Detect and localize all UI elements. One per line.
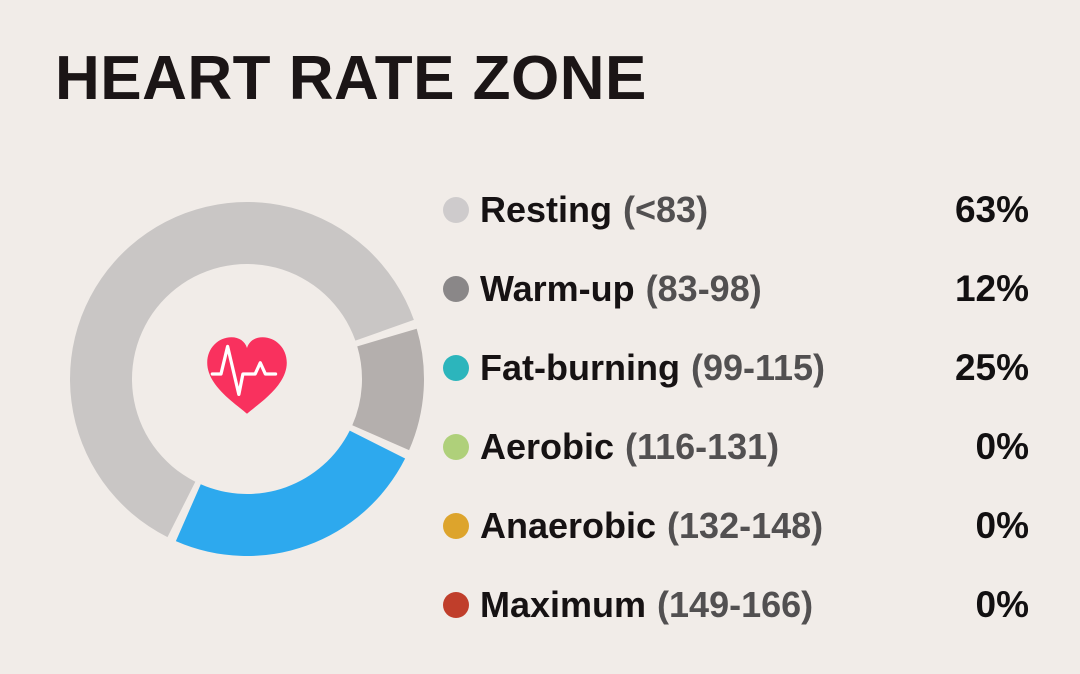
legend-row-warm-up: Warm-up (83-98) 12% (443, 268, 1029, 309)
zone-range: (83-98) (645, 268, 762, 309)
pulse-line-icon (210, 345, 278, 397)
zone-legend: Resting (<83) 63% Warm-up (83-98) 12% Fa… (443, 189, 1029, 625)
legend-row-fat-burning: Fat-burning (99-115) 25% (443, 347, 1029, 388)
legend-row-aerobic: Aerobic (116-131) 0% (443, 426, 1029, 467)
zone-percent: 0% (975, 584, 1029, 625)
zone-color-dot (443, 592, 469, 618)
heart-rate-donut-chart (67, 199, 427, 559)
zone-color-dot (443, 276, 469, 302)
donut-rings (70, 202, 424, 556)
donut-segment-warm-up (352, 328, 424, 451)
zone-range: (149-166) (657, 584, 814, 625)
donut-segment-fat-burning (175, 430, 406, 556)
zone-range: (99-115) (690, 347, 826, 388)
zone-label: Fat-burning (480, 347, 680, 388)
legend-row-resting: Resting (<83) 63% (443, 189, 1029, 230)
zone-color-dot (443, 513, 469, 539)
zone-percent: 0% (975, 426, 1029, 467)
legend-row-maximum: Maximum (149-166) 0% (443, 584, 1029, 625)
zone-color-dot (443, 197, 469, 223)
zone-percent: 25% (954, 347, 1029, 388)
page-title: HEART RATE ZONE (55, 44, 647, 113)
zone-label: Maximum (480, 584, 647, 625)
zone-percent: 0% (975, 505, 1029, 546)
zone-label: Aerobic (480, 426, 615, 467)
zone-label: Anaerobic (480, 505, 657, 546)
zone-label: Warm-up (480, 268, 635, 309)
zone-percent: 12% (954, 268, 1029, 309)
donut-segment-resting (70, 202, 414, 538)
zone-range: (116-131) (625, 426, 780, 467)
zone-range: (132-148) (667, 505, 824, 546)
heart-pulse-icon (207, 337, 287, 415)
zone-percent: 63% (954, 189, 1029, 230)
zone-label: Resting (480, 189, 613, 230)
legend-row-anaerobic: Anaerobic (132-148) 0% (443, 505, 1029, 546)
zone-color-dot (443, 434, 469, 460)
zone-range: (<83) (623, 189, 709, 230)
zone-color-dot (443, 355, 469, 381)
